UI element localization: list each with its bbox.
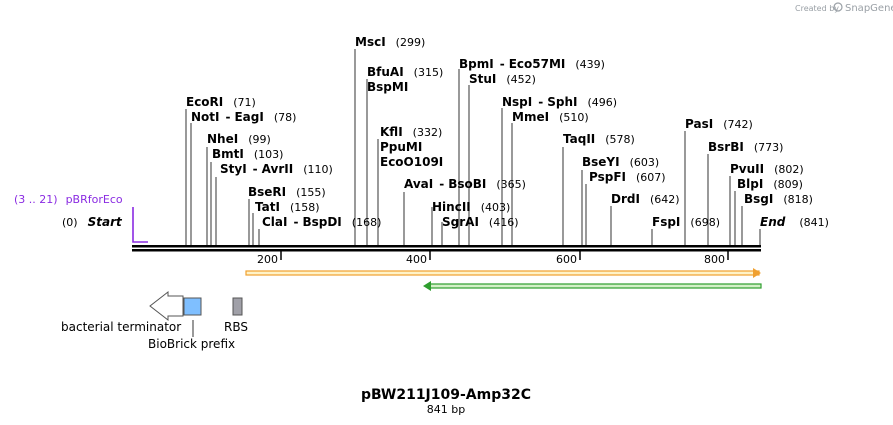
green-feature-bar xyxy=(427,283,762,289)
orange-feature-arrowhead xyxy=(753,268,761,278)
site-bsrBI: BsrBI (773) xyxy=(708,140,783,154)
credit-text: Created by xyxy=(795,4,839,13)
start-label: (0) Start xyxy=(62,215,123,229)
site-taqII: TaqII (578) xyxy=(563,132,635,146)
ruler: 200 400 600 800 xyxy=(257,251,729,266)
green-feature-arrowhead xyxy=(423,281,431,291)
site-avaI: AvaI - BsoBI (365) xyxy=(404,177,526,191)
terminator-arrow-icon xyxy=(149,290,184,322)
backbone-bottom-strand xyxy=(132,249,761,252)
brand-name: SnapGene xyxy=(845,3,893,14)
site-bsgI: BsgI (818) xyxy=(744,192,813,206)
site-hincII: HincII (403) xyxy=(432,200,510,214)
site-pspFI: PspFI (607) xyxy=(589,170,666,184)
site-sgrAI: SgrAI (416) xyxy=(442,215,519,229)
feature-label-rbs: RBS xyxy=(224,320,248,334)
site-stuI: StuI (452) xyxy=(469,72,536,86)
enzyme-labels: MscI (299) BfuAI (315) BspMI BpmI - Eco57MI(… xyxy=(186,35,813,229)
site-bseRI: BseRI (155) xyxy=(248,185,326,199)
site-nheI: NheI (99) xyxy=(207,132,271,146)
site-ppuMI: PpuMI xyxy=(380,140,422,154)
site-bpmI: BpmI - Eco57MI (439) xyxy=(459,57,605,71)
site-ecoO109I: EcoO109I xyxy=(380,155,443,169)
rbs-box xyxy=(232,297,243,316)
ruler-label-200: 200 xyxy=(257,253,278,266)
site-pvuII: PvuII (802) xyxy=(730,162,804,176)
backbone-top-strand xyxy=(132,245,761,248)
site-pasI: PasI (742) xyxy=(685,117,753,131)
snapgene-logo-icon xyxy=(833,2,843,12)
site-blpI: BlpI (809) xyxy=(737,177,803,191)
site-fspI: FspI (698) xyxy=(652,215,720,229)
site-bfuAI: BfuAI (315) xyxy=(367,65,443,79)
end-label: End (841) xyxy=(760,215,829,229)
ruler-label-400: 400 xyxy=(406,253,427,266)
site-drdI: DrdI (642) xyxy=(611,192,680,206)
site-nspI: NspI - SphI (496) xyxy=(502,95,617,109)
site-bspMI: BspMI xyxy=(367,80,408,94)
site-kflI: KflI (332) xyxy=(380,125,442,139)
plasmid-title: pBW211J109-Amp32C xyxy=(361,387,531,403)
primer-label: (3 .. 21) pBRforEco xyxy=(14,193,123,206)
site-ecoRI: EcoRI (71) xyxy=(186,95,256,109)
ruler-label-800: 800 xyxy=(704,253,725,266)
primer-arrow xyxy=(132,207,148,243)
site-notI: NotI - EagI (78) xyxy=(191,110,296,124)
site-mscI: MscI (299) xyxy=(355,35,425,49)
site-bmtI: BmtI (103) xyxy=(212,147,283,161)
plasmid-length: 841 bp xyxy=(427,403,465,416)
site-tatI: TatI (158) xyxy=(255,200,320,214)
site-styI: StyI - AvrII (110) xyxy=(220,162,333,176)
feature-label-bacterial-terminator: bacterial terminator xyxy=(61,320,181,334)
cut-lines xyxy=(185,49,743,246)
biobrick-prefix-box xyxy=(183,297,202,316)
site-bseYI: BseYI (603) xyxy=(582,155,659,169)
ruler-label-600: 600 xyxy=(556,253,577,266)
site-mmeI: MmeI (510) xyxy=(512,110,589,124)
site-claI: ClaI - BspDI (168) xyxy=(262,215,381,229)
orange-feature-bar xyxy=(245,270,760,276)
feature-label-biobrick-prefix: BioBrick prefix xyxy=(148,337,235,351)
